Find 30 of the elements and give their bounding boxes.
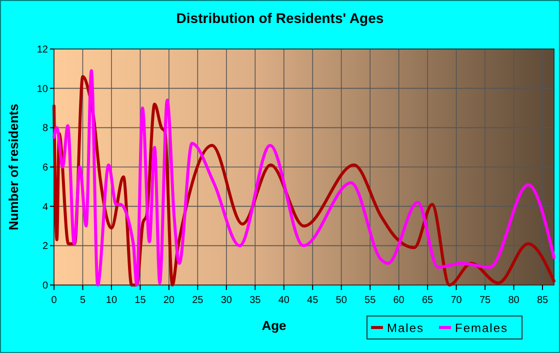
- x-tick-label: 0: [51, 295, 58, 306]
- x-tick-label: 70: [450, 295, 462, 306]
- legend-label: Females: [455, 321, 508, 335]
- x-tick-label: 10: [106, 295, 118, 306]
- x-tick-label: 50: [336, 295, 348, 306]
- x-tick-label: 60: [393, 295, 405, 306]
- y-tick-label: 10: [36, 84, 48, 95]
- x-tick-label: 45: [307, 295, 319, 306]
- x-tick-label: 35: [250, 295, 262, 306]
- legend-label: Males: [387, 321, 424, 335]
- x-tick-label: 55: [364, 295, 376, 306]
- x-tick-label: 85: [536, 295, 549, 306]
- y-tick-label: 12: [36, 44, 48, 56]
- y-tick-label: 4: [42, 202, 48, 213]
- x-tick-label: 80: [508, 295, 520, 306]
- y-tick-label: 2: [42, 241, 48, 252]
- x-tick-label: 65: [422, 295, 434, 306]
- x-tick-label: 75: [479, 295, 492, 306]
- x-tick-label: 30: [220, 295, 232, 306]
- x-tick-label: 5: [80, 295, 86, 306]
- y-tick-label: 6: [42, 162, 48, 174]
- x-tick-label: 20: [163, 295, 175, 306]
- x-tick-label: 40: [278, 295, 290, 306]
- y-tick-label: 8: [42, 123, 48, 134]
- y-tick-label: 0: [42, 280, 48, 292]
- x-tick-label: 15: [134, 295, 146, 306]
- y-axis-title: Number of residents: [6, 104, 21, 230]
- x-axis-title: Age: [262, 318, 286, 333]
- chart-title: Distribution of Residents' Ages: [176, 10, 384, 26]
- x-tick-label: 25: [192, 295, 204, 306]
